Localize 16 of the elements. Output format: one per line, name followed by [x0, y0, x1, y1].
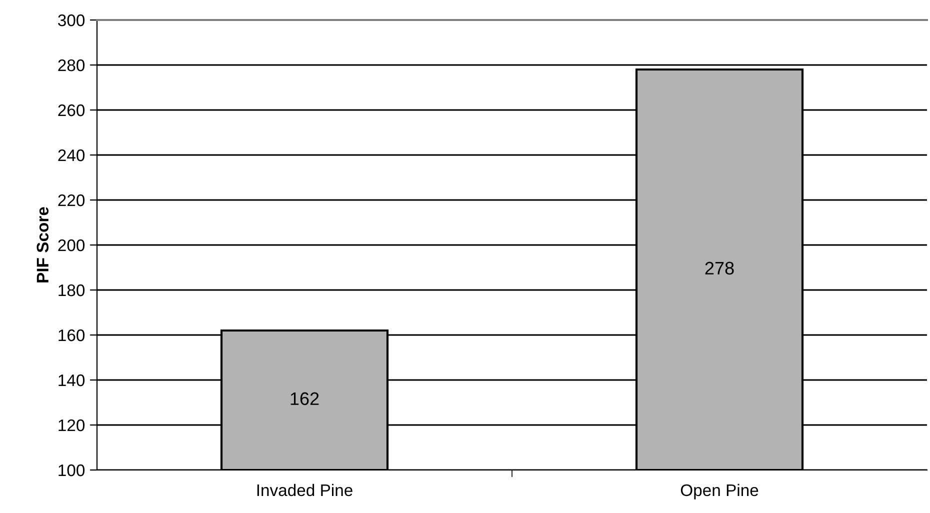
y-tick-label: 220 [58, 194, 85, 206]
y-tick-label: 160 [58, 329, 85, 342]
y-tick-label: 240 [58, 149, 85, 162]
y-tick-label: 300 [58, 14, 85, 26]
y-tick-label: 200 [58, 239, 85, 252]
y-tick-label: 140 [58, 374, 85, 386]
y-axis-title: PIF Score [36, 207, 49, 282]
data-label: 162 [290, 392, 319, 406]
y-tick-label: 180 [58, 284, 85, 296]
x-tick-label: Invaded Pine [257, 484, 352, 496]
y-tick-label: 100 [58, 464, 85, 476]
data-label: 278 [705, 262, 734, 275]
y-tick-label: 260 [58, 104, 85, 116]
y-tick-label: 120 [58, 419, 85, 432]
x-tick-label: Open Pine [680, 484, 758, 500]
y-tick-label: 280 [58, 59, 85, 72]
